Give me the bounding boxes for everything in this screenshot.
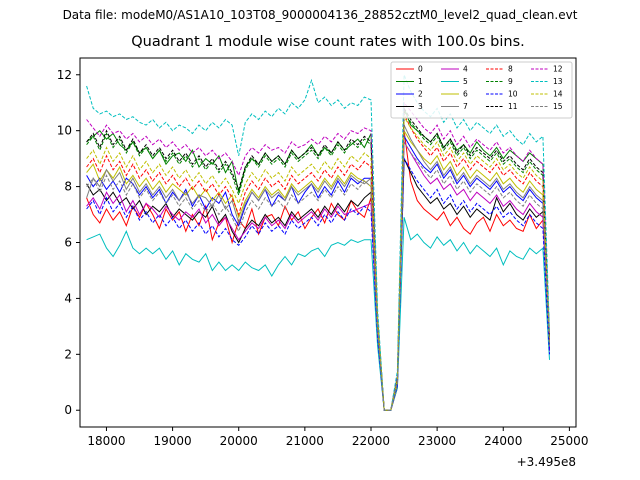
- x-tick-label: 19000: [153, 434, 191, 448]
- ticks-layer: 18000 19000 20000 21000 22000 23000 24000 25000…: [57, 68, 589, 448]
- series-line-8: [86, 113, 550, 411]
- series-line-14: [86, 114, 550, 411]
- y-tick-label: 10: [57, 124, 72, 138]
- y-tick-label: 8: [64, 180, 72, 194]
- series-line-15: [86, 140, 550, 411]
- legend-label-14: 14: [553, 90, 563, 99]
- series-line-5: [86, 217, 550, 411]
- series-line-10: [86, 156, 550, 411]
- legend-label-13: 13: [553, 77, 563, 86]
- legend-box: [390, 61, 573, 119]
- legend-label-3: 3: [418, 102, 423, 111]
- series-line-0: [86, 130, 550, 411]
- x-offset-label: +3.495e8: [517, 455, 576, 469]
- y-tick-label: 12: [57, 68, 72, 82]
- legend-label-4: 4: [463, 65, 468, 74]
- legend-label-2: 2: [418, 90, 423, 99]
- series-line-2: [86, 134, 550, 411]
- legend-label-1: 1: [418, 77, 423, 86]
- y-tick-label: 2: [64, 347, 72, 361]
- series-line-9: [86, 109, 550, 411]
- legend-label-12: 12: [553, 65, 563, 74]
- suptitle: Data file: modeM0/AS1A10_103T08_90000041…: [62, 8, 578, 22]
- x-tick-label: 21000: [286, 434, 324, 448]
- x-tick-label: 18000: [87, 434, 125, 448]
- series-line-7: [86, 124, 550, 411]
- series-line-12: [86, 101, 550, 411]
- legend-label-15: 15: [553, 102, 563, 111]
- y-tick-label: 6: [64, 236, 72, 250]
- legend-label-0: 0: [418, 65, 423, 74]
- legend-label-5: 5: [463, 77, 468, 86]
- legend-label-10: 10: [508, 90, 518, 99]
- x-tick-label: 20000: [220, 434, 258, 448]
- legend-label-11: 11: [508, 102, 518, 111]
- legend-label-7: 7: [463, 102, 468, 111]
- x-tick-label: 24000: [484, 434, 522, 448]
- y-tick-label: 4: [64, 291, 72, 305]
- x-tick-label: 23000: [418, 434, 456, 448]
- series-layer: [86, 74, 550, 411]
- x-tick-label: 25000: [550, 434, 588, 448]
- series-line-3: [86, 158, 550, 411]
- series-line-11: [86, 106, 550, 411]
- series-line-4: [86, 140, 550, 411]
- series-line-6: [86, 128, 550, 411]
- legend-label-9: 9: [508, 77, 513, 86]
- series-line-13: [86, 74, 550, 411]
- chart-title: Quadrant 1 module wise count rates with …: [131, 34, 525, 50]
- legend-label-8: 8: [508, 65, 513, 74]
- x-tick-label: 22000: [352, 434, 390, 448]
- legend-label-6: 6: [463, 90, 468, 99]
- y-tick-label: 0: [64, 403, 72, 417]
